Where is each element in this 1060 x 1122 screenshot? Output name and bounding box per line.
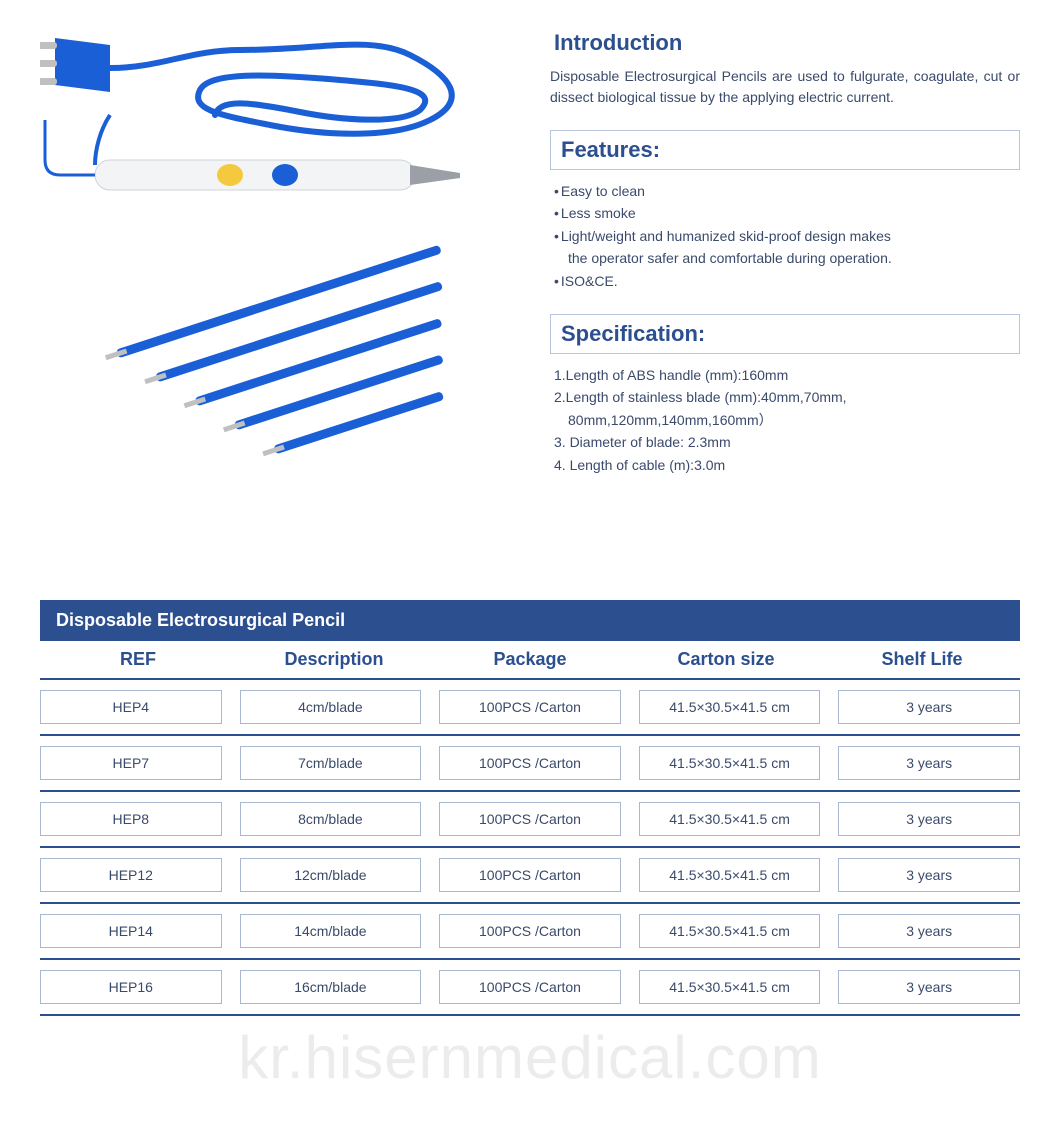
feature-item: ISO&CE. <box>554 270 1020 292</box>
table-header-cell: Package <box>432 649 628 670</box>
table-cell: 14cm/blade <box>240 914 422 948</box>
table-cell: HEP4 <box>40 690 222 724</box>
specification-title: Specification: <box>550 314 1020 354</box>
table-header-row: REFDescriptionPackageCarton sizeShelf Li… <box>40 641 1020 680</box>
spec-item: 3. Diameter of blade: 2.3mm <box>554 431 1020 453</box>
feature-item: the operator safer and comfortable durin… <box>554 247 1020 269</box>
table-cell: HEP8 <box>40 802 222 836</box>
table-cell: 12cm/blade <box>240 858 422 892</box>
table-cell: 100PCS /Carton <box>439 690 621 724</box>
table-cell: 41.5×30.5×41.5 cm <box>639 970 821 1004</box>
table-title: Disposable Electrosurgical Pencil <box>40 600 1020 641</box>
table-cell: HEP16 <box>40 970 222 1004</box>
table-row: HEP12 12cm/blade 100PCS /Carton 41.5×30.5×4… <box>40 848 1020 904</box>
feature-item: Light/weight and humanized skid-proof de… <box>554 225 1020 247</box>
electrodes-illustration <box>40 240 520 500</box>
table-cell: 41.5×30.5×41.5 cm <box>639 858 821 892</box>
product-table: Disposable Electrosurgical Pencil REFDes… <box>40 600 1020 1016</box>
table-cell: 100PCS /Carton <box>439 914 621 948</box>
spec-item: 2.Length of stainless blade (mm):40mm,70… <box>554 386 1020 408</box>
table-header-cell: REF <box>40 649 236 670</box>
table-cell: 100PCS /Carton <box>439 746 621 780</box>
table-cell: 3 years <box>838 690 1020 724</box>
table-header-cell: Carton size <box>628 649 824 670</box>
table-cell: HEP12 <box>40 858 222 892</box>
image-column <box>40 20 520 500</box>
table-cell: 16cm/blade <box>240 970 422 1004</box>
table-cell: HEP7 <box>40 746 222 780</box>
specification-list: 1.Length of ABS handle (mm):160mm2.Lengt… <box>550 364 1020 476</box>
introduction-text: Disposable Electrosurgical Pencils are u… <box>550 66 1020 108</box>
pencil-cable-illustration <box>40 20 520 220</box>
table-cell: 3 years <box>838 914 1020 948</box>
table-row: HEP7 7cm/blade 100PCS /Carton 41.5×30.5×41.… <box>40 736 1020 792</box>
spec-item: 80mm,120mm,140mm,160mm） <box>554 409 1020 431</box>
features-list: Easy to cleanLess smokeLight/weight and … <box>550 180 1020 292</box>
table-cell: 100PCS /Carton <box>439 858 621 892</box>
table-row: HEP14 14cm/blade 100PCS /Carton 41.5×30.5×4… <box>40 904 1020 960</box>
info-column: Introduction Disposable Electrosurgical … <box>550 20 1020 500</box>
spec-item: 1.Length of ABS handle (mm):160mm <box>554 364 1020 386</box>
table-cell: 3 years <box>838 746 1020 780</box>
watermark-text: kr.hisernmedical.com <box>0 1023 1060 1092</box>
spec-item: 4. Length of cable (m):3.0m <box>554 454 1020 476</box>
table-cell: 3 years <box>838 970 1020 1004</box>
table-cell: 100PCS /Carton <box>439 970 621 1004</box>
feature-item: Less smoke <box>554 202 1020 224</box>
table-cell: 4cm/blade <box>240 690 422 724</box>
table-cell: 41.5×30.5×41.5 cm <box>639 802 821 836</box>
introduction-title: Introduction <box>550 30 1020 56</box>
table-cell: 3 years <box>838 858 1020 892</box>
table-cell: 7cm/blade <box>240 746 422 780</box>
table-cell: HEP14 <box>40 914 222 948</box>
table-cell: 3 years <box>838 802 1020 836</box>
table-cell: 41.5×30.5×41.5 cm <box>639 690 821 724</box>
table-row: HEP8 8cm/blade 100PCS /Carton 41.5×30.5×41.… <box>40 792 1020 848</box>
table-header-cell: Description <box>236 649 432 670</box>
table-cell: 41.5×30.5×41.5 cm <box>639 746 821 780</box>
table-cell: 100PCS /Carton <box>439 802 621 836</box>
table-body: HEP4 4cm/blade 100PCS /Carton 41.5×30.5×41.… <box>40 680 1020 1016</box>
top-section: Introduction Disposable Electrosurgical … <box>40 20 1020 500</box>
table-header-cell: Shelf Life <box>824 649 1020 670</box>
table-row: HEP16 16cm/blade 100PCS /Carton 41.5×30.5×4… <box>40 960 1020 1016</box>
table-cell: 8cm/blade <box>240 802 422 836</box>
table-row: HEP4 4cm/blade 100PCS /Carton 41.5×30.5×41.… <box>40 680 1020 736</box>
table-cell: 41.5×30.5×41.5 cm <box>639 914 821 948</box>
feature-item: Easy to clean <box>554 180 1020 202</box>
features-title: Features: <box>550 130 1020 170</box>
